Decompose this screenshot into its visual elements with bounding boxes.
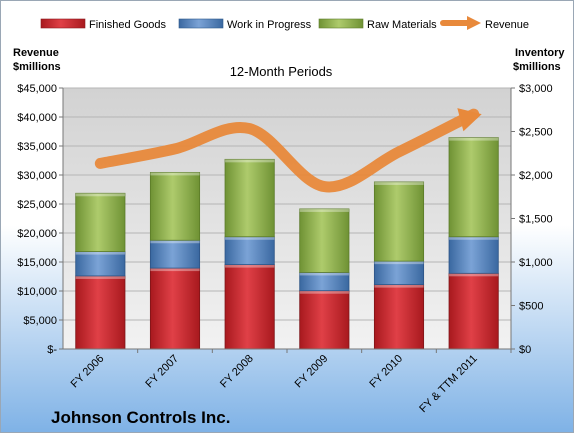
bar-top-highlight: [449, 137, 499, 141]
bar-top-highlight: [75, 251, 125, 255]
legend-swatch-raw-materials: [318, 18, 364, 29]
legend-label-work-in-progress: Work in Progress: [227, 19, 312, 31]
revenue-line-group: [94, 108, 482, 193]
bar-raw-materials: [373, 181, 425, 262]
company-name: Johnson Controls Inc.: [51, 408, 230, 427]
gridlines: [63, 87, 511, 321]
bar-top-highlight: [75, 275, 125, 279]
bar-finished-goods: [224, 264, 275, 350]
legend-swatch-finished-goods: [40, 18, 86, 29]
bar-top-highlight: [150, 268, 200, 272]
right-tick-label: $3,000: [519, 83, 553, 95]
bar-top-highlight: [150, 172, 200, 176]
revenue-line: [94, 108, 480, 193]
bar-top-highlight: [225, 236, 275, 240]
left-tick-label: $-: [47, 344, 57, 356]
bar-top-highlight: [374, 181, 424, 185]
bar-top-highlight: [374, 284, 424, 288]
right-axis-title-line1: Inventory: [515, 47, 565, 59]
legend-item-finished-goods: Finished Goods: [40, 18, 167, 31]
legend-label-finished-goods: Finished Goods: [89, 19, 167, 31]
left-tick-label: $35,000: [17, 141, 57, 153]
bar-top-highlight: [299, 272, 349, 276]
x-tick-label: FY 2009: [293, 353, 331, 391]
left-tick-label: $45,000: [17, 83, 57, 95]
left-axis-ticks: $- $5,000 $10,000 $15,000 $20,000 $25,000 $30,…: [17, 83, 63, 356]
bar-work-in-progress: [373, 260, 425, 286]
chart-title: 12-Month Periods: [230, 64, 333, 79]
bar-top-highlight: [374, 261, 424, 265]
legend-item-raw-materials: Raw Materials: [318, 18, 437, 31]
bar-work-in-progress: [448, 236, 499, 274]
x-tick-label: FY 2010: [367, 353, 405, 391]
bar-work-in-progress: [224, 236, 275, 266]
left-axis-title-line2: $millions: [13, 61, 61, 73]
bar-raw-materials: [149, 171, 201, 241]
legend-label-revenue: Revenue: [485, 19, 529, 31]
bar-top-highlight: [150, 240, 200, 244]
right-tick-label: $2,000: [519, 170, 553, 182]
bar-raw-materials: [299, 208, 350, 273]
bar-finished-goods: [299, 290, 350, 350]
bar-raw-materials: [75, 192, 126, 252]
bar-top-highlight: [449, 236, 499, 240]
x-tick-label: FY & TTM 2011: [417, 353, 480, 416]
left-tick-label: $30,000: [17, 170, 57, 182]
bar-top-highlight: [225, 264, 275, 268]
right-axis-ticks: $0 $500 $1,000 $1,500 $2,000 $2,500 $3,000: [511, 83, 553, 356]
legend-swatch-revenue-arrow: [467, 16, 481, 30]
left-axis-title-line1: Revenue: [13, 47, 59, 59]
right-tick-label: $1,000: [519, 257, 553, 269]
right-tick-label: $1,500: [519, 214, 553, 226]
right-tick-label: $500: [519, 301, 543, 313]
legend: Finished Goods Work in Progress Raw Mate…: [40, 16, 529, 31]
legend-item-work-in-progress: Work in Progress: [178, 18, 312, 31]
bar-top-highlight: [299, 208, 349, 212]
x-axis-ticks: FY 2006 FY 2007 FY 2008 FY 2009 FY 2010 FY & …: [69, 349, 512, 416]
bar-top-highlight: [225, 159, 275, 163]
revenue-arrowhead: [457, 108, 482, 132]
left-tick-label: $5,000: [23, 315, 57, 327]
bar-finished-goods: [373, 284, 425, 350]
left-tick-label: $25,000: [17, 199, 57, 211]
x-tick-label: FY 2007: [143, 353, 181, 391]
legend-label-raw-materials: Raw Materials: [367, 19, 437, 31]
right-tick-label: $0: [519, 344, 531, 356]
bar-top-highlight: [75, 193, 125, 197]
bar-finished-goods: [149, 267, 201, 350]
bar-work-in-progress: [75, 251, 126, 277]
legend-swatch-work-in-progress: [178, 18, 224, 29]
bar-raw-materials: [448, 137, 499, 238]
bar-top-highlight: [299, 290, 349, 294]
left-tick-label: $15,000: [17, 257, 57, 269]
bar-raw-materials: [224, 158, 275, 238]
left-tick-label: $40,000: [17, 112, 57, 124]
legend-item-revenue: Revenue: [440, 16, 529, 31]
bars: [75, 137, 499, 350]
right-tick-label: $2,500: [519, 127, 553, 139]
left-tick-label: $20,000: [17, 228, 57, 240]
x-tick-label: FY 2006: [69, 353, 107, 391]
bar-top-highlight: [449, 273, 499, 277]
bar-work-in-progress: [149, 239, 201, 269]
bar-finished-goods: [75, 275, 126, 350]
left-tick-label: $10,000: [17, 286, 57, 298]
bar-finished-goods: [448, 272, 499, 350]
x-tick-label: FY 2008: [218, 353, 256, 391]
right-axis-title-line2: $millions: [513, 61, 561, 73]
